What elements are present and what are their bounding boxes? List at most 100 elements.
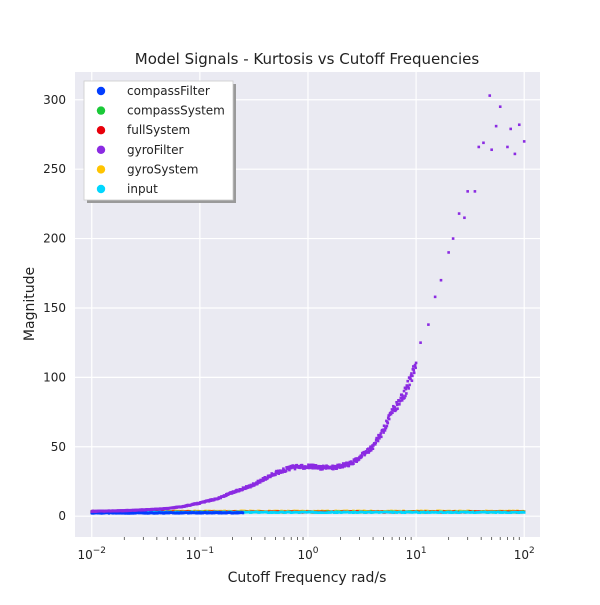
input-point	[326, 511, 329, 514]
input-point	[287, 510, 290, 514]
input-point	[367, 510, 370, 514]
input-point	[494, 511, 498, 514]
input-point	[436, 511, 439, 514]
input-point	[411, 511, 415, 514]
input-point	[463, 510, 466, 514]
y-tick-label: 200	[43, 232, 66, 246]
input-point	[441, 511, 445, 514]
gyroFilter-point	[412, 368, 416, 372]
gyroFilter-point	[334, 464, 338, 468]
input-point	[430, 510, 434, 514]
input-point	[512, 510, 515, 514]
gyroFilter-point	[388, 413, 391, 417]
x-tick-label: 102	[514, 546, 535, 562]
input-point	[514, 510, 518, 514]
input-point	[497, 510, 500, 514]
input-point	[520, 511, 523, 514]
gyroFilter-point	[414, 361, 418, 365]
input-point	[372, 511, 376, 514]
gyroFilter-point	[278, 469, 282, 472]
legend-label: fullSystem	[127, 123, 190, 137]
input-point	[472, 511, 476, 514]
legend-marker	[96, 106, 106, 115]
input-point	[311, 510, 315, 514]
gyroFilter-point	[408, 383, 411, 387]
legend-marker	[96, 165, 106, 174]
gyroFilter-point	[427, 323, 430, 326]
gyroFilter-point	[370, 447, 373, 451]
gyroFilter-point	[394, 408, 398, 411]
gyroFilter-point	[344, 464, 348, 467]
input-point	[517, 511, 521, 515]
gyroFilter-point	[419, 341, 422, 344]
gyroFilter-point	[281, 470, 284, 474]
legend-label: compassFilter	[127, 84, 210, 98]
gyroFilter-point	[405, 384, 409, 387]
input-point	[479, 510, 483, 514]
input-point	[487, 510, 491, 514]
input-point	[253, 510, 256, 514]
gyroFilter-point	[369, 445, 372, 448]
input-point	[304, 510, 308, 514]
x-tick-label: 10−1	[186, 546, 215, 562]
input-point	[263, 510, 267, 514]
gyroFilter-point	[391, 408, 395, 412]
gyroFilter-point	[383, 429, 387, 432]
gyroFilter-point	[395, 400, 398, 404]
gyroFilter-point	[320, 464, 323, 468]
gyroFilter-point	[457, 212, 461, 215]
input-point	[371, 510, 374, 514]
input-point	[505, 511, 508, 514]
input-point	[407, 510, 411, 514]
gyroFilter-point	[370, 446, 374, 449]
input-point	[375, 510, 378, 514]
input-point	[272, 510, 275, 514]
input-point	[258, 511, 262, 514]
input-point	[323, 511, 327, 514]
input-point	[475, 511, 479, 514]
input-point	[506, 511, 510, 514]
input-point	[460, 510, 464, 514]
gyroFilter-point	[410, 379, 414, 382]
gyroFilter-point	[396, 402, 400, 406]
gyroFilter-point	[381, 428, 385, 432]
input-point	[278, 510, 282, 514]
gyroFilter-point	[291, 464, 295, 467]
gyroFilter-point	[376, 439, 380, 443]
input-point	[486, 511, 489, 514]
gyroFilter-point	[352, 462, 355, 466]
gyroFilter-point	[277, 472, 281, 475]
gyroFilter-point	[284, 469, 288, 473]
input-point	[448, 511, 451, 514]
input-point	[269, 510, 272, 514]
input-point	[490, 510, 493, 514]
gyroFilter-point	[413, 363, 417, 367]
legend-marker	[96, 126, 106, 135]
gyroFilter-point	[363, 452, 367, 456]
compassFilter-point	[241, 511, 245, 515]
gyroFilter-point	[389, 412, 393, 416]
legend-box	[83, 80, 234, 201]
input-point	[438, 510, 442, 514]
gyroFilter-point	[494, 124, 498, 128]
input-point	[319, 511, 323, 514]
gyroFilter-point	[404, 394, 407, 398]
input-point	[383, 510, 386, 514]
gyroFilter-point	[393, 406, 397, 409]
input-point	[483, 510, 487, 514]
input-point	[349, 511, 352, 514]
gyroFilter-point	[313, 466, 317, 470]
input-point	[292, 510, 296, 514]
gyroFilter-point	[321, 464, 325, 468]
gyroSystem-point	[362, 509, 366, 513]
gyroFilter-point	[306, 466, 310, 470]
input-point	[251, 510, 255, 514]
gyroFilter-point	[372, 444, 375, 447]
input-point	[243, 511, 247, 514]
x-tick-label: 10−2	[77, 546, 106, 562]
gyroFilter-point	[336, 465, 340, 469]
input-point	[422, 510, 426, 514]
input-point	[259, 510, 263, 514]
input-point	[345, 510, 348, 514]
